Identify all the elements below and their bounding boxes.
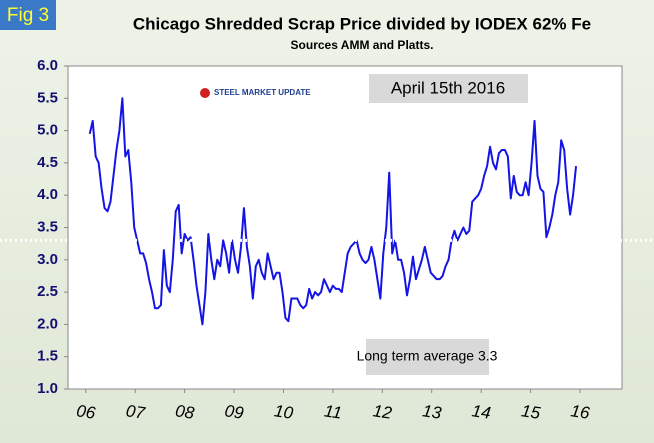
- y-tick-label: 1.5: [37, 348, 58, 365]
- x-tick-label: 09: [224, 401, 246, 423]
- figure-label: Fig 3: [7, 5, 49, 26]
- average-label-box: [364, 337, 491, 377]
- logo-icon: [200, 88, 210, 98]
- x-tick-label: 14: [471, 401, 492, 422]
- chart-subtitle: Sources AMM and Platts.: [291, 38, 434, 52]
- y-tick-label: 2.0: [37, 315, 58, 332]
- y-tick-label: 5.0: [37, 122, 58, 139]
- date-note-box: [367, 72, 530, 105]
- y-tick-label: 3.0: [37, 251, 58, 268]
- y-tick-label: 1.0: [37, 380, 58, 397]
- date-note: April 15th 2016: [391, 78, 505, 97]
- figure-label-box: [0, 0, 56, 30]
- y-tick-label: 6.0: [37, 57, 58, 74]
- x-tick-label: 07: [125, 401, 147, 423]
- x-tick-label: 10: [273, 401, 295, 423]
- annotation-arrowhead: [583, 241, 592, 249]
- plot-layer: [64, 65, 581, 393]
- x-tick-label: 16: [569, 401, 591, 423]
- y-tick-label: 4.5: [37, 154, 58, 171]
- y-tick-label: 2.5: [37, 283, 58, 300]
- logo: STEEL MARKET UPDATE: [214, 88, 311, 97]
- plot-area: [67, 65, 623, 390]
- x-tick-label: 11: [323, 401, 343, 422]
- x-tick-label: 08: [174, 401, 196, 423]
- y-tick-label: 5.5: [37, 89, 58, 106]
- price-ratio-line: [88, 97, 578, 326]
- logo-box: [196, 82, 322, 104]
- x-tick-label: 12: [372, 401, 394, 423]
- y-tick-label: 4.0: [37, 186, 58, 203]
- x-tick-label: 06: [75, 401, 97, 423]
- x-tick-label: 15: [520, 401, 542, 423]
- chart-title: Chicago Shredded Scrap Price divided by …: [133, 14, 591, 33]
- y-tick-label: 3.5: [37, 218, 58, 235]
- annotation-arrow: [488, 242, 591, 322]
- average-label: Long term average 3.3: [357, 348, 498, 364]
- x-tick-label: 13: [421, 401, 443, 423]
